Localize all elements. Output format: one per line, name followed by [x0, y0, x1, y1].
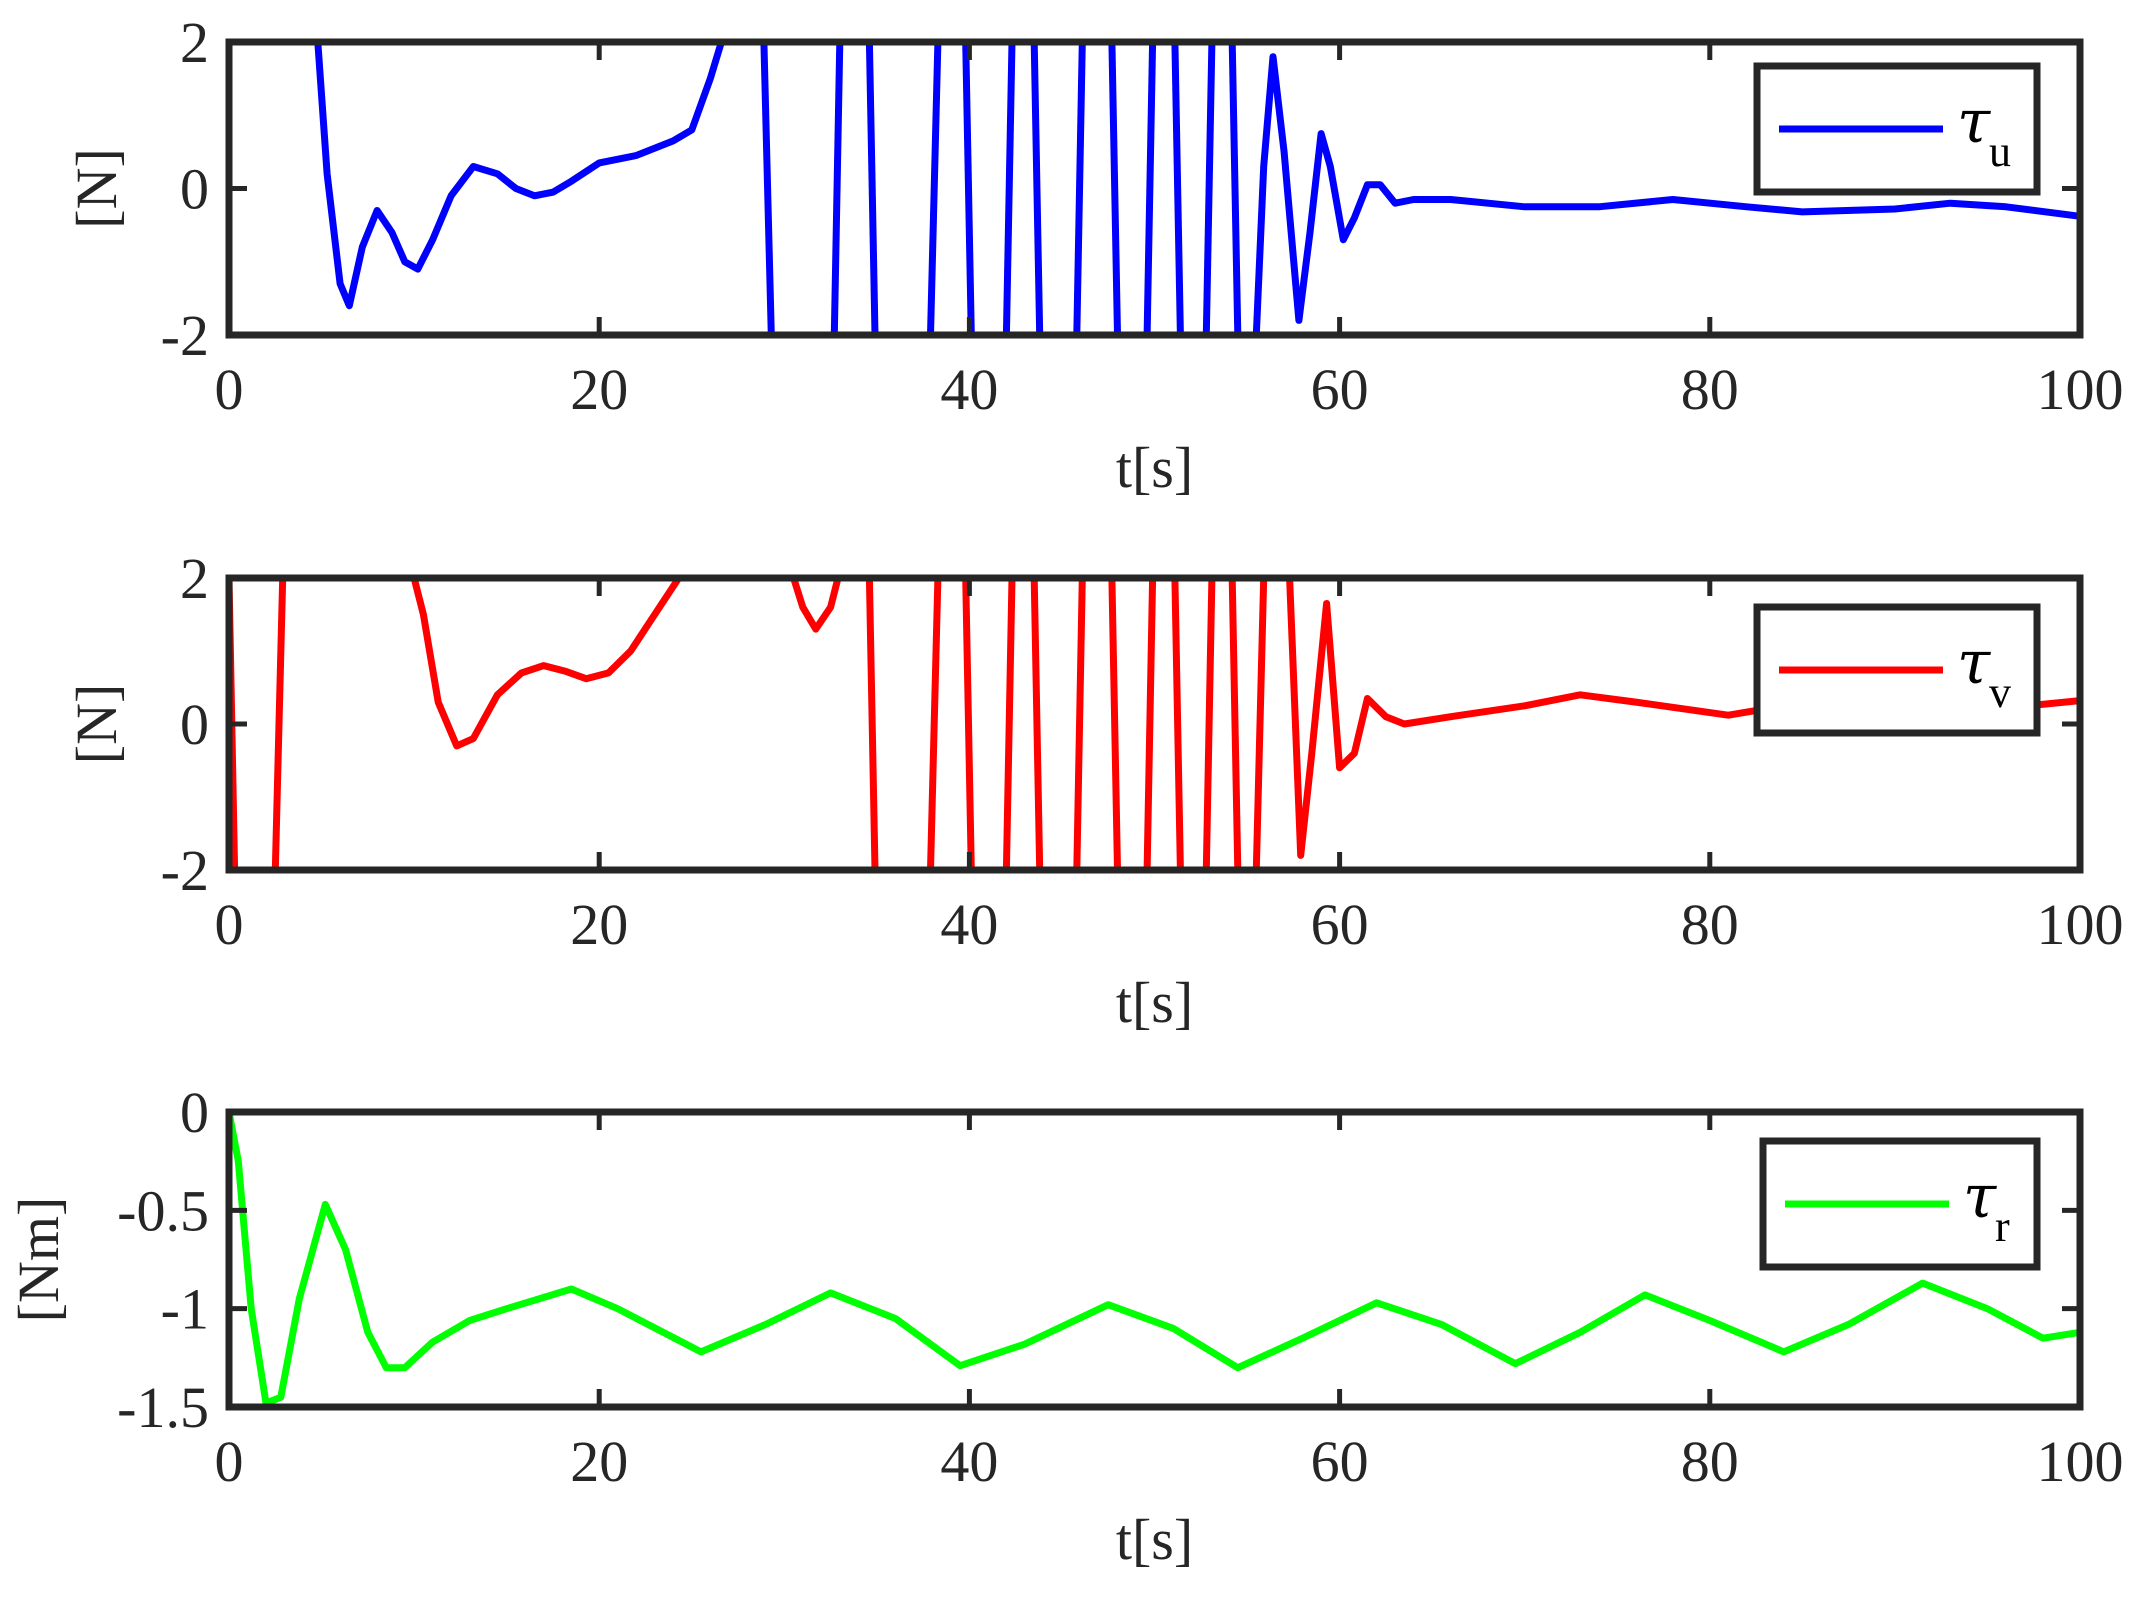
legend-subscript: v: [1989, 668, 2011, 717]
legend: τr: [1759, 1137, 2041, 1271]
legend-symbol: τ: [1957, 628, 1991, 698]
x-tick-label: 0: [215, 892, 244, 957]
x-tick-label: 100: [2037, 1429, 2124, 1494]
x-tick-label: 100: [2037, 357, 2124, 422]
x-tick-label: 20: [570, 892, 628, 957]
legend-symbol: τ: [1963, 1162, 1997, 1232]
y-tick-label: -1: [161, 1277, 209, 1342]
x-tick-label: 60: [1311, 357, 1369, 422]
axes-frame: [225, 1108, 2084, 1411]
y-tick-label: 0: [180, 157, 209, 222]
legend: τv: [1753, 603, 2041, 737]
x-tick-label: 80: [1681, 1429, 1739, 1494]
x-tick-label: 80: [1681, 357, 1739, 422]
y-tick-label: -1.5: [117, 1375, 209, 1440]
y-tick-label: 2: [180, 10, 209, 75]
y-axis-label: [Nm]: [6, 1197, 71, 1323]
legend-subscript: r: [1995, 1202, 2010, 1251]
series-line-u: [225, 38, 2084, 339]
y-tick-label: -2: [161, 838, 209, 903]
x-axis-label: t[s]: [1116, 435, 1193, 500]
x-tick-label: 40: [940, 1429, 998, 1494]
y-tick-label: -0.5: [117, 1178, 209, 1243]
y-tick-label: -2: [161, 303, 209, 368]
x-tick-label: 60: [1311, 1429, 1369, 1494]
legend-subscript: u: [1989, 127, 2011, 176]
x-tick-label: 40: [940, 892, 998, 957]
y-tick-label: 2: [180, 546, 209, 611]
x-axis-label: t[s]: [1116, 1507, 1193, 1572]
x-axis-label: t[s]: [1116, 970, 1193, 1035]
x-tick-label: 0: [215, 357, 244, 422]
y-tick-label: 0: [180, 1080, 209, 1145]
x-tick-label: 100: [2037, 892, 2124, 957]
x-tick-label: 0: [215, 1429, 244, 1494]
y-axis-label: [N]: [64, 684, 129, 765]
x-tick-label: 60: [1311, 892, 1369, 957]
y-tick-label: 0: [180, 692, 209, 757]
y-axis-label: [N]: [64, 148, 129, 229]
x-tick-label: 80: [1681, 892, 1739, 957]
legend: τu: [1753, 62, 2041, 196]
legend-symbol: τ: [1957, 87, 1991, 157]
x-tick-label: 20: [570, 1429, 628, 1494]
x-tick-label: 20: [570, 357, 628, 422]
x-tick-label: 40: [940, 357, 998, 422]
subplot-3: 0 20 40 60 80 100 -1.5 -1 -0.5 0 t[s] [Nm] τr: [6, 1080, 2124, 1572]
series-line-r: [225, 1108, 2084, 1407]
